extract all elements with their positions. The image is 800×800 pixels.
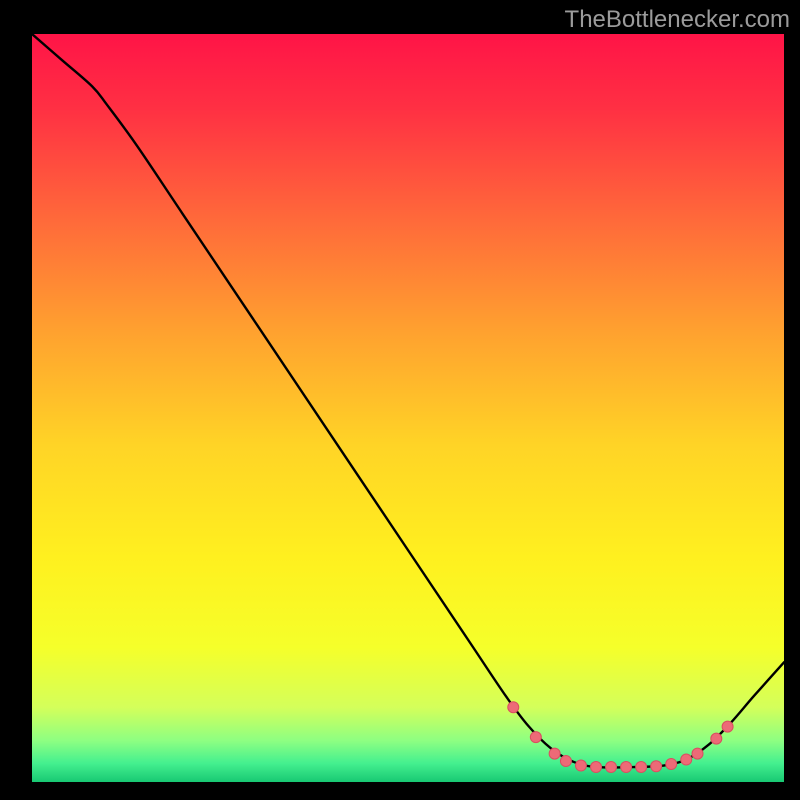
- scatter-dot: [606, 762, 617, 773]
- bottleneck-plot: [32, 34, 784, 782]
- scatter-dot: [560, 756, 571, 767]
- watermark-label: TheBottlenecker.com: [565, 6, 790, 34]
- scatter-dot: [692, 748, 703, 759]
- chart-frame: TheBottlenecker.com: [0, 0, 800, 800]
- scatter-dot: [636, 762, 647, 773]
- scatter-dot: [508, 702, 519, 713]
- scatter-dot: [621, 762, 632, 773]
- scatter-dot: [711, 733, 722, 744]
- scatter-dot: [591, 762, 602, 773]
- scatter-dot: [549, 748, 560, 759]
- scatter-dot: [681, 754, 692, 765]
- scatter-dot: [722, 721, 733, 732]
- scatter-dot: [530, 732, 541, 743]
- scatter-dot: [651, 761, 662, 772]
- scatter-dot: [575, 760, 586, 771]
- scatter-dot: [666, 759, 677, 770]
- gradient-background: [32, 34, 784, 782]
